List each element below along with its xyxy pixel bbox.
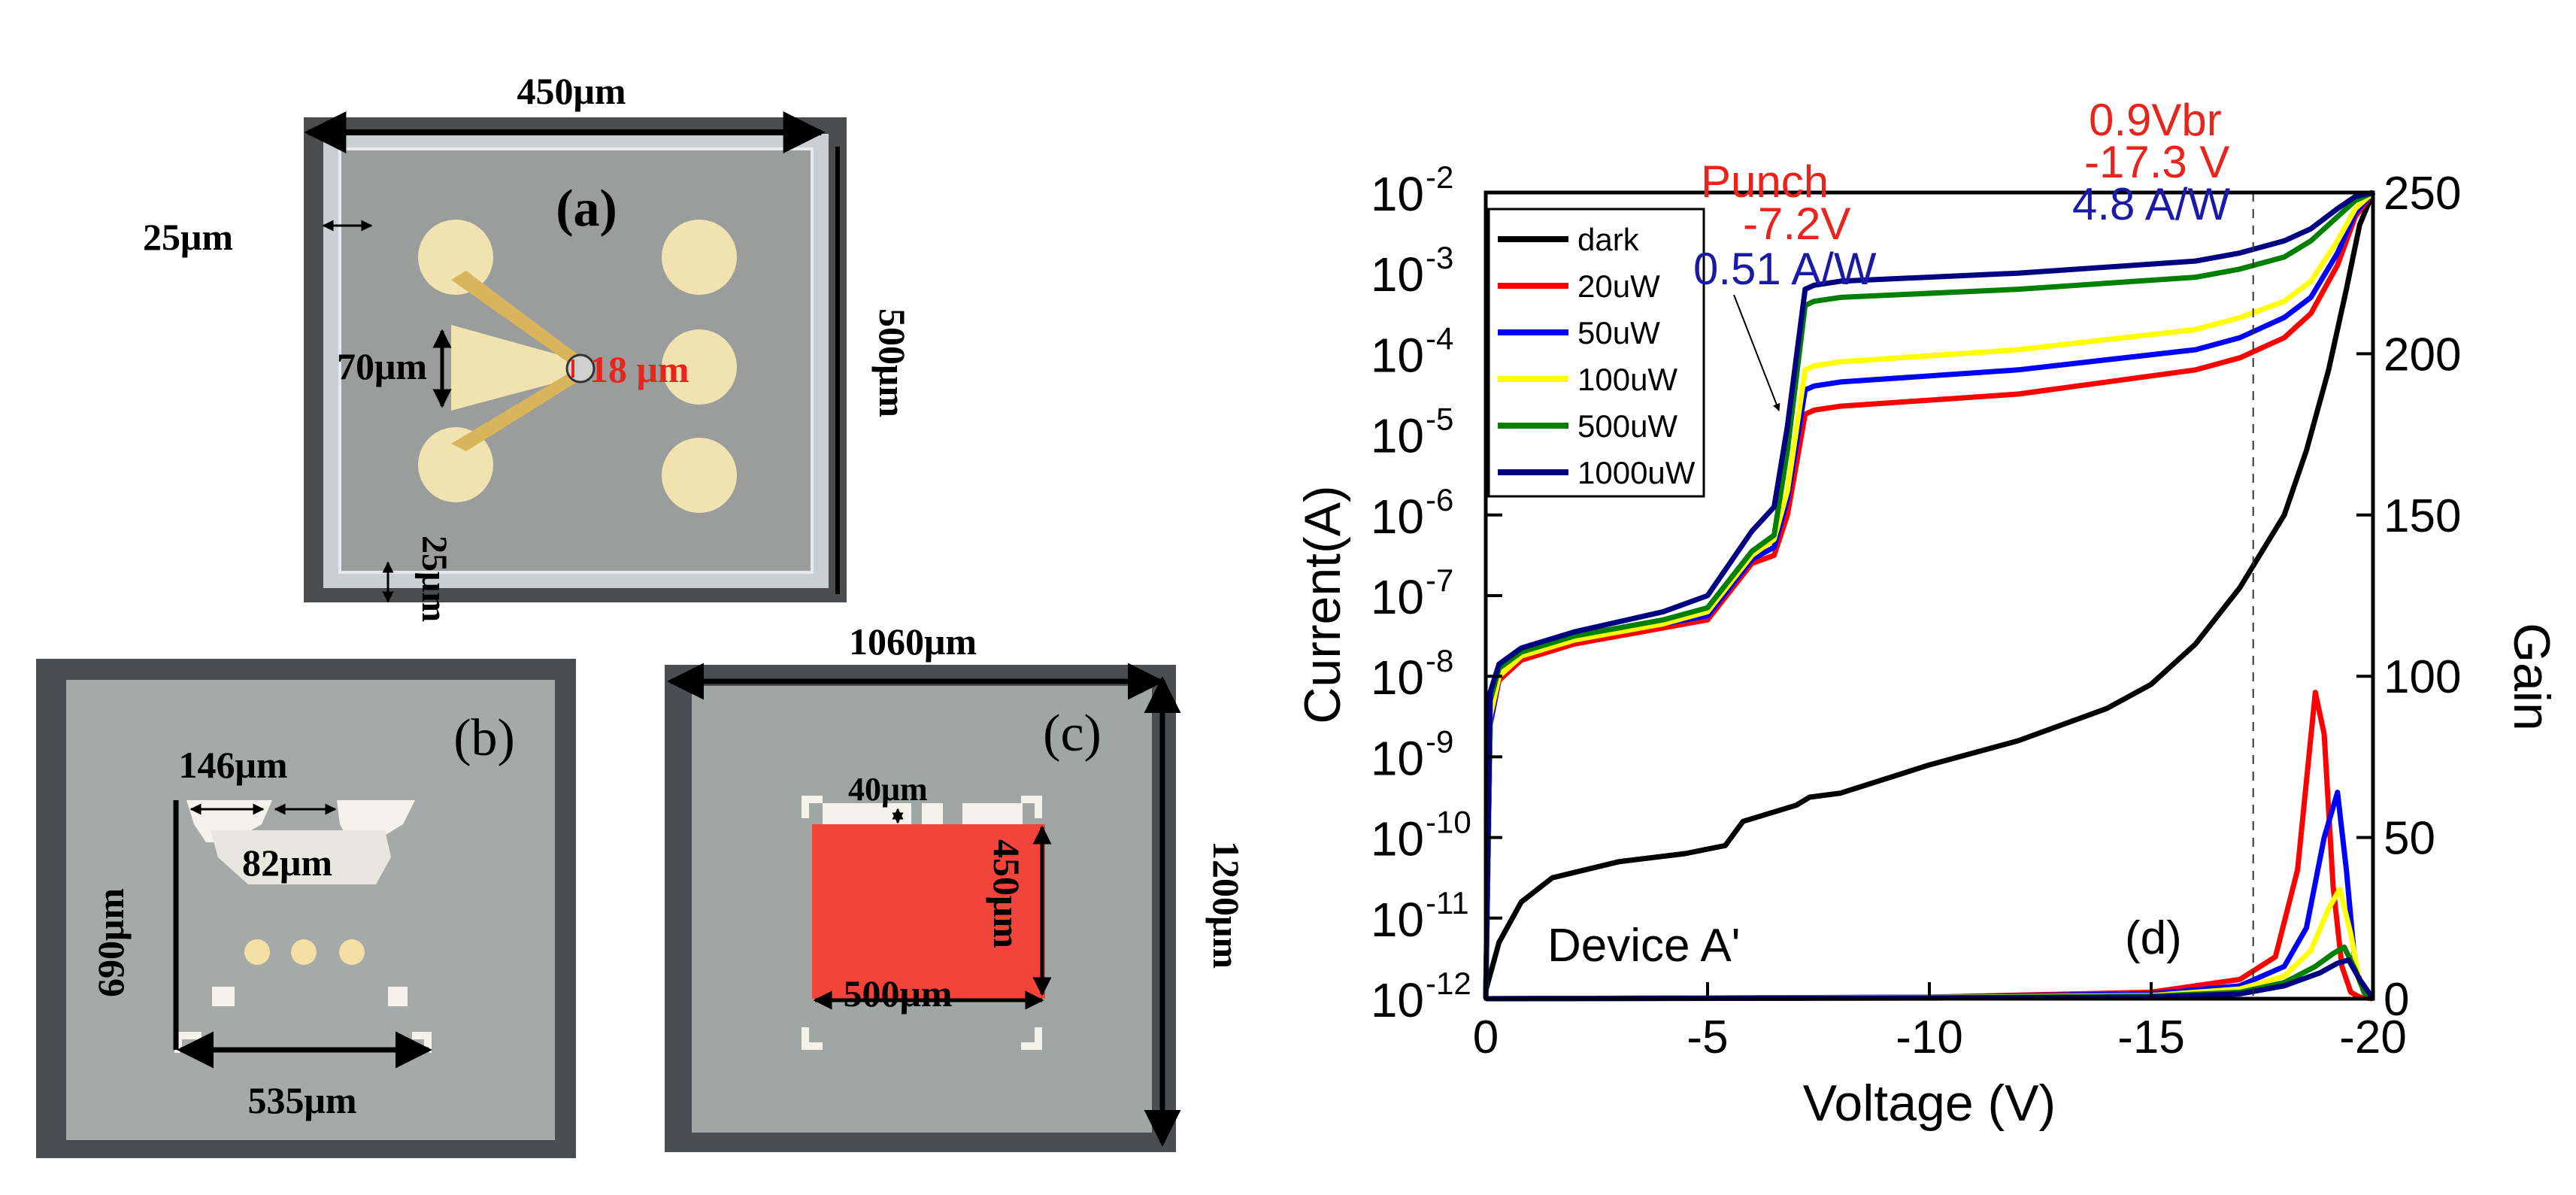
micrograph-a: 450μm (a) 25μm 70μm 18 μm 500μm 25μm bbox=[143, 70, 914, 622]
a-width-label: 450μm bbox=[517, 70, 626, 112]
punch-label: Punch bbox=[1701, 156, 1829, 207]
y-tick-exponent: -7 bbox=[1426, 563, 1453, 598]
y2-tick-label: 200 bbox=[2384, 329, 2461, 381]
x-tick-label: 0 bbox=[1473, 1012, 1499, 1063]
y2-tick-label: 250 bbox=[2384, 168, 2461, 220]
c-panel-label: (c) bbox=[1043, 705, 1102, 763]
c-width-label: 1060μm bbox=[849, 620, 977, 663]
c-active-height-label: 450μm bbox=[986, 839, 1028, 948]
current-line-20uw bbox=[1483, 190, 2375, 999]
y-tick-label: 10 bbox=[1371, 570, 1424, 624]
panel-d-label: (d) bbox=[2125, 912, 2182, 964]
chart-d: 0 -5 -10 -15 -2010-210-310-410-510-610-710-8… bbox=[1294, 95, 2560, 1132]
legend bbox=[1487, 208, 1705, 498]
y2-tick-label: 50 bbox=[2384, 813, 2435, 865]
current-line-100uw bbox=[1483, 190, 2375, 999]
vbr-voltage: -17.3 V bbox=[2084, 137, 2229, 187]
current-line-dark bbox=[1483, 191, 2376, 992]
a-panel-label: (a) bbox=[556, 180, 617, 238]
y-tick-label: 10 bbox=[1371, 409, 1424, 463]
y2-tick-label: 100 bbox=[2384, 651, 2461, 703]
y-tick-exponent: -9 bbox=[1426, 723, 1453, 759]
y-tick-label: 10 bbox=[1371, 731, 1424, 785]
y-tick-label: 10 bbox=[1371, 247, 1424, 302]
legend-label: 100uW bbox=[1577, 362, 1677, 397]
y-tick-label: 10 bbox=[1371, 893, 1424, 947]
x-tick-label: -10 bbox=[1896, 1012, 1963, 1063]
x-axis-label: Voltage (V) bbox=[1803, 1075, 2056, 1132]
axis-ticks: 0 -5 -10 -15 -2010-210-310-410-510-610-710-8… bbox=[1371, 159, 2462, 1063]
y-tick-exponent: -4 bbox=[1426, 320, 1453, 356]
c-active-area bbox=[812, 824, 1045, 999]
micrograph-b: 146μm (b) 82μm 690μm 535μm bbox=[36, 659, 576, 1158]
responsivity-low: 0.51 A/W bbox=[1693, 244, 1877, 294]
b-panel-label: (b) bbox=[453, 709, 515, 767]
y-tick-label: 10 bbox=[1371, 328, 1424, 382]
y-tick-exponent: -6 bbox=[1426, 482, 1453, 517]
legend-label: 50uW bbox=[1577, 315, 1660, 350]
a-border-bottom-label: 25μm bbox=[414, 535, 454, 622]
y-axis-label: Current(A) bbox=[1294, 485, 1351, 723]
c-height-label: 1200μm bbox=[1205, 841, 1247, 969]
y-tick-label: 10 bbox=[1371, 167, 1424, 221]
responsivity-arrow bbox=[1733, 294, 1780, 411]
y-tick-label: 10 bbox=[1371, 651, 1424, 705]
current-line-1000uw bbox=[1483, 190, 2374, 999]
legend-label: 500uW bbox=[1577, 408, 1677, 444]
c-gap-label: 40μm bbox=[848, 771, 928, 808]
c-active-width-label: 500μm bbox=[844, 972, 953, 1015]
x-tick-label: -5 bbox=[1687, 1012, 1728, 1063]
responsivity-high: 4.8 A/W bbox=[2072, 179, 2230, 229]
y-tick-exponent: -8 bbox=[1426, 643, 1453, 678]
legend-label: 1000uW bbox=[1577, 455, 1696, 490]
y2-axis-label: Gain bbox=[2503, 623, 2560, 731]
b-height-label: 690μm bbox=[89, 888, 132, 997]
a-border-left-label: 25μm bbox=[143, 216, 233, 258]
b-mid-label: 82μm bbox=[242, 842, 332, 884]
y-tick-exponent: -12 bbox=[1426, 966, 1471, 1001]
vbr-label: 0.9Vbr bbox=[2089, 95, 2222, 145]
b-width-label: 535μm bbox=[248, 1079, 357, 1121]
y-tick-exponent: -10 bbox=[1426, 805, 1471, 840]
y-tick-label: 10 bbox=[1371, 812, 1424, 866]
x-tick-label: -15 bbox=[2117, 1012, 2185, 1063]
y-tick-exponent: -3 bbox=[1426, 240, 1453, 275]
y-tick-label: 10 bbox=[1371, 973, 1424, 1027]
legend-items: dark 20uW 50uW 100uW 500uW 1000uW bbox=[1498, 222, 1696, 490]
y-tick-exponent: -2 bbox=[1426, 159, 1453, 195]
device-label: Device A' bbox=[1547, 920, 1741, 972]
y-tick-exponent: -5 bbox=[1426, 402, 1453, 437]
y-tick-exponent: -11 bbox=[1426, 885, 1469, 921]
a-pad-label: 70μm bbox=[337, 345, 427, 387]
a-gap-label: 18 μm bbox=[589, 348, 689, 390]
legend-label: 20uW bbox=[1577, 268, 1660, 304]
legend-label: dark bbox=[1577, 222, 1640, 257]
a-height-label: 500μm bbox=[871, 308, 914, 417]
b-top-label: 146μm bbox=[179, 744, 288, 786]
current-curves bbox=[1483, 190, 2376, 999]
y2-tick-label: 0 bbox=[2384, 974, 2409, 1026]
punch-voltage: -7.2V bbox=[1743, 199, 1850, 249]
y-tick-label: 10 bbox=[1371, 490, 1424, 544]
x-tick-label: -20 bbox=[2339, 1012, 2407, 1063]
micrograph-c: 1060μm (c) 40μm 450μm 500μm 1200μm bbox=[665, 620, 1247, 1152]
y2-tick-label: 150 bbox=[2384, 490, 2461, 542]
